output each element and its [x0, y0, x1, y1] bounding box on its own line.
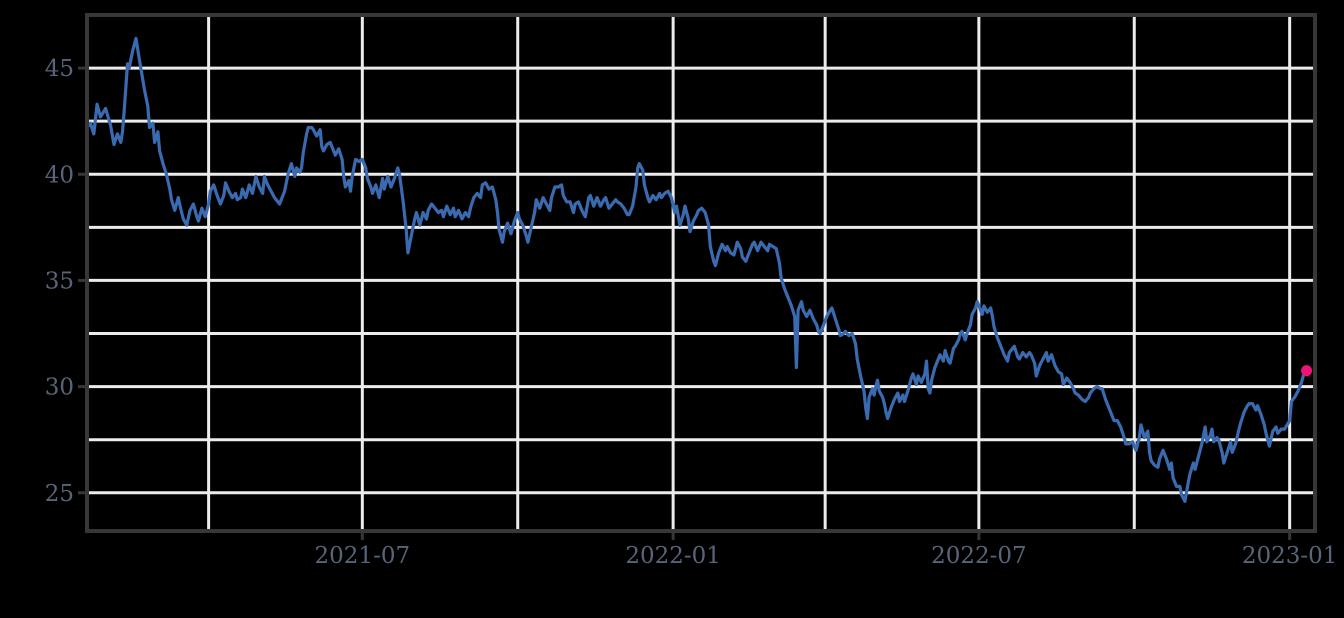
price-line [85, 36, 1309, 503]
y-tick-label: 30 [45, 375, 74, 401]
plot-border [85, 13, 1317, 533]
x-tick-label: 2023-01 [1242, 543, 1338, 569]
y-tick-label: 25 [45, 481, 74, 507]
last-point-marker [1301, 365, 1313, 377]
y-tick-label: 40 [45, 162, 74, 188]
x-tick-label: 2021-07 [315, 543, 411, 569]
x-tick-label: 2022-07 [931, 543, 1027, 569]
y-tick-label: 35 [45, 268, 74, 294]
x-tick-label: 2022-01 [625, 543, 721, 569]
y-tick-label: 45 [45, 56, 74, 82]
